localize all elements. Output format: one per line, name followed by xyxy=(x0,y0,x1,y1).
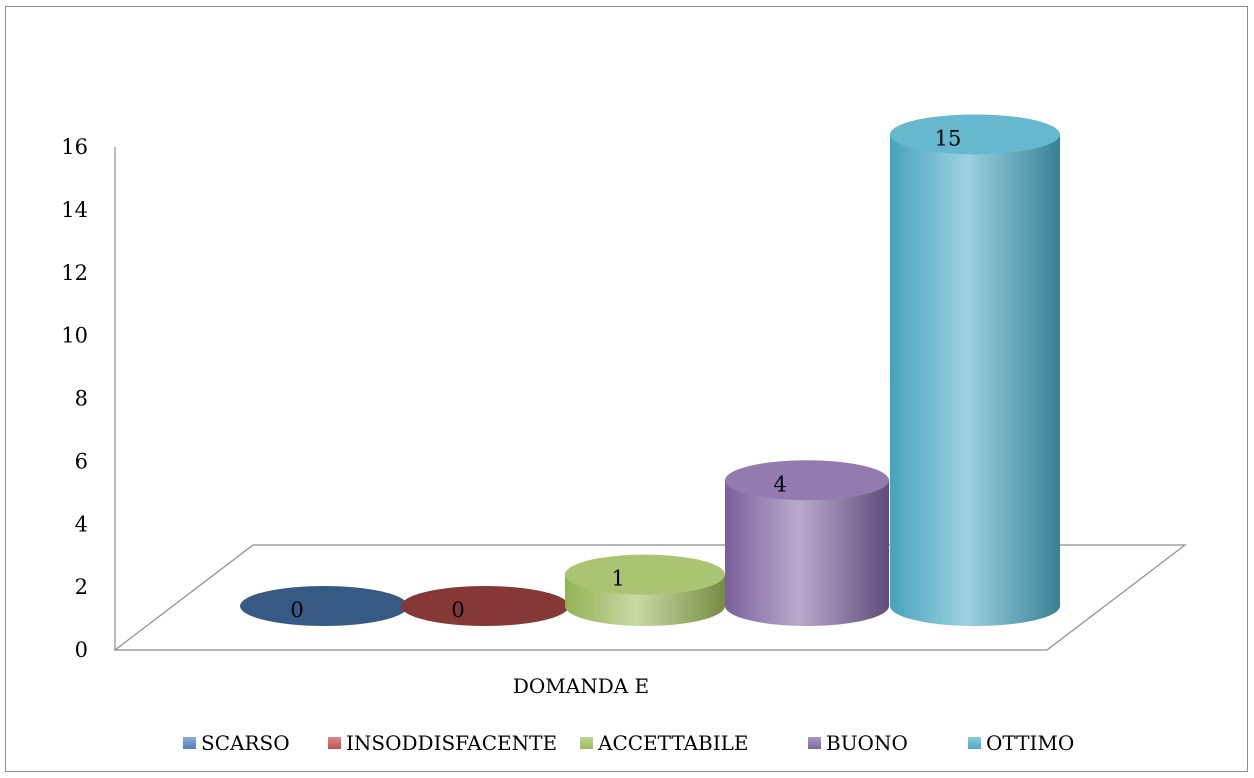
bar-buono xyxy=(725,460,889,626)
bar-scarso xyxy=(240,586,408,626)
data-label: 15 xyxy=(935,126,962,150)
legend-label: OTTIMO xyxy=(986,731,1074,755)
bar-insoddisfacente xyxy=(401,586,569,626)
bar-top xyxy=(725,460,889,501)
legend-label: BUONO xyxy=(826,731,908,755)
floor-plane xyxy=(113,544,1187,651)
bar-top xyxy=(890,114,1060,155)
y-tick-label: 16 xyxy=(61,135,88,159)
bar-top xyxy=(565,554,725,595)
legend-swatch xyxy=(328,737,341,749)
data-label: 4 xyxy=(773,472,786,496)
legend-item-insoddisfacente: INSODDISFACENTE xyxy=(328,731,557,755)
y-tick-label: 2 xyxy=(75,575,88,599)
legend-label: SCARSO xyxy=(201,731,290,755)
legend-item-ottimo: OTTIMO xyxy=(968,731,1074,755)
legend-swatch xyxy=(808,737,821,749)
legend-swatch xyxy=(183,737,196,749)
bar-top xyxy=(240,586,408,626)
data-label: 0 xyxy=(290,598,303,622)
data-label: 0 xyxy=(451,598,464,622)
legend-item-scarso: SCARSO xyxy=(183,731,290,755)
bar-body xyxy=(725,480,889,626)
bar-top xyxy=(401,586,569,626)
bar-accettabile xyxy=(565,554,725,626)
y-tick-label: 14 xyxy=(61,198,88,222)
y-tick-label: 8 xyxy=(75,387,88,411)
y-tick-label: 12 xyxy=(61,261,88,285)
bar-ottimo xyxy=(890,114,1060,626)
y-tick-label: 6 xyxy=(75,449,88,473)
y-tick-label: 0 xyxy=(75,638,88,662)
legend-item-accettabile: ACCETTABILE xyxy=(580,731,749,755)
y-tick-label: 10 xyxy=(61,324,88,348)
legend-swatch xyxy=(580,737,593,749)
category-label: DOMANDA E xyxy=(513,674,649,698)
y-tick-label: 4 xyxy=(75,512,88,536)
data-label: 1 xyxy=(611,567,624,591)
bar-body xyxy=(890,134,1060,626)
legend-label: ACCETTABILE xyxy=(597,731,749,755)
legend-swatch xyxy=(968,737,981,749)
legend-item-buono: BUONO xyxy=(808,731,908,755)
legend-label: INSODDISFACENTE xyxy=(346,731,557,755)
